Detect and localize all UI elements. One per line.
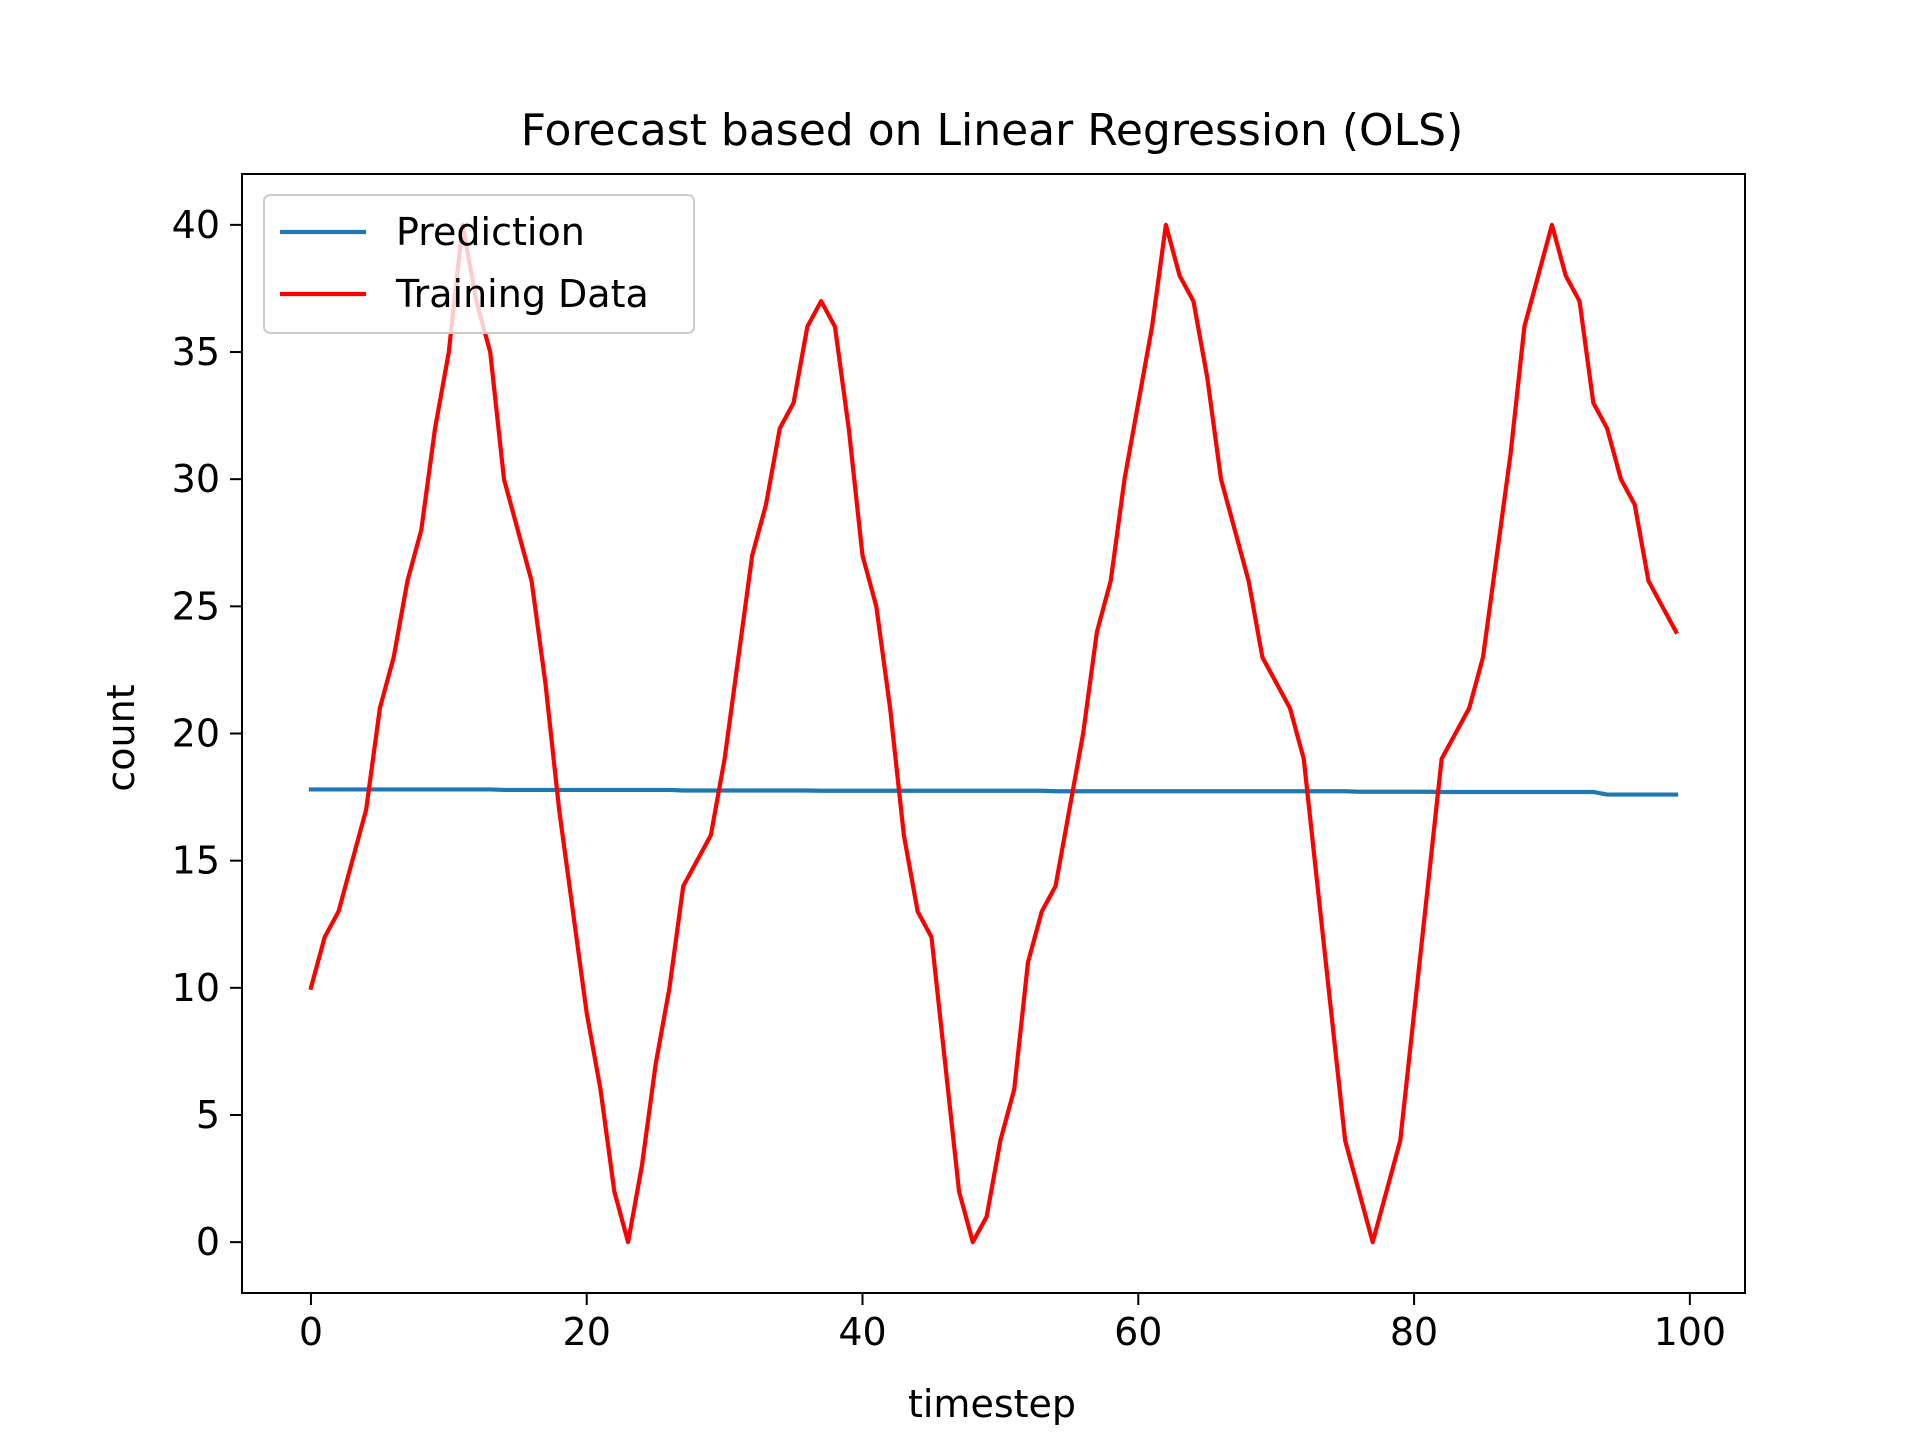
y-tick-label: 10 (172, 966, 220, 1010)
y-tick-label: 30 (172, 457, 220, 501)
legend-label-prediction: Prediction (396, 210, 585, 254)
y-tick-label: 25 (172, 584, 220, 628)
y-tick-label: 0 (196, 1220, 220, 1264)
x-tick-label: 100 (1654, 1310, 1727, 1354)
x-tick-label: 60 (1114, 1310, 1162, 1354)
legend-box (263, 194, 695, 334)
y-tick-label: 15 (172, 839, 220, 883)
x-axis-label: timestep (908, 1382, 1076, 1426)
y-tick-label: 40 (172, 203, 220, 247)
x-tick-label: 40 (838, 1310, 886, 1354)
y-tick-label: 20 (172, 712, 220, 756)
chart-title: Forecast based on Linear Regression (OLS… (521, 105, 1464, 156)
x-tick-label: 20 (563, 1310, 611, 1354)
y-tick-label: 5 (196, 1093, 220, 1137)
plot-area: 0 20 40 60 80 100 0 5 10 15 20 25 30 35 40 Prediction Tr… (172, 173, 1746, 1354)
legend-label-training-data: Training Data (395, 272, 649, 316)
series-line-prediction (308, 787, 1679, 797)
x-tick-label: 80 (1390, 1310, 1438, 1354)
legend: Prediction Training Data (263, 194, 695, 334)
y-tick-label: 35 (172, 330, 220, 374)
y-axis-label: count (99, 684, 143, 791)
x-tick-label: 0 (299, 1310, 323, 1354)
series-line-training-data (308, 222, 1679, 1245)
